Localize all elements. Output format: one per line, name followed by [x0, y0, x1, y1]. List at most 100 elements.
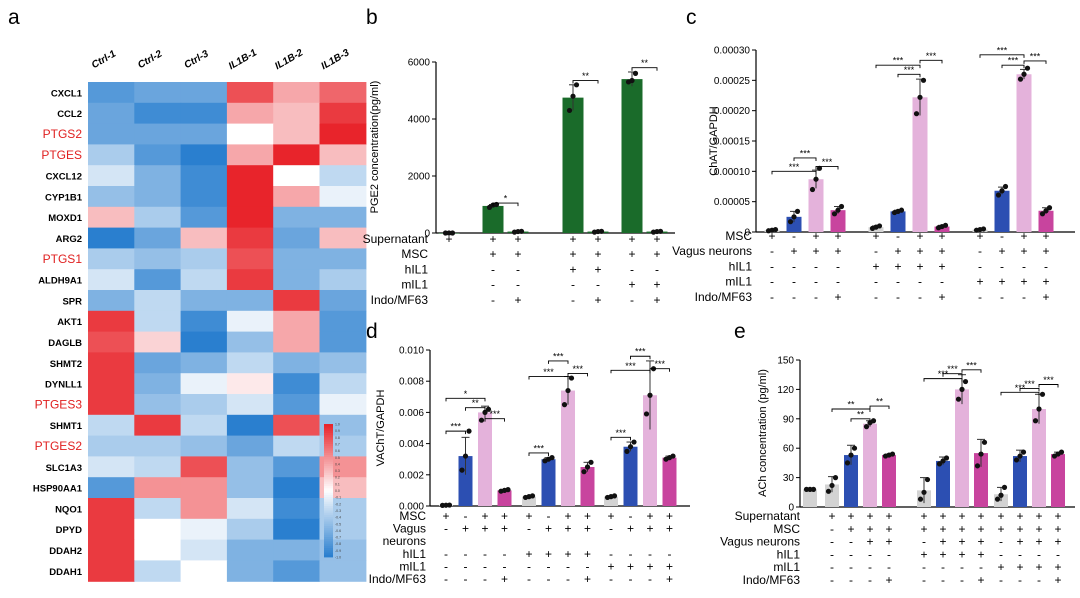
significance-bracket: [484, 418, 505, 422]
y-tick-label: 0.00030: [714, 46, 751, 57]
condition-sign: -: [849, 547, 853, 561]
condition-sign: +: [938, 244, 945, 258]
significance-label: ***: [635, 347, 646, 357]
data-point: [627, 444, 634, 450]
significance-label: ***: [926, 51, 937, 61]
condition-label: MSC: [401, 247, 428, 261]
ach-bar-chart: e 0 30 60 90 120 150 ACh concentration (pg/ml)…: [720, 320, 1075, 587]
data-point: [624, 448, 630, 454]
colorbar-segment: [324, 439, 333, 443]
condition-sign: -: [629, 509, 633, 523]
colorbar-tick-label: -0.7: [335, 536, 341, 540]
colorbar-segment: [324, 470, 333, 474]
bar: [1016, 74, 1032, 233]
condition-sign: +: [607, 509, 614, 523]
condition-sign: +: [977, 535, 984, 549]
colorbar-tick-label: -0.9: [335, 549, 341, 553]
heatmap-cell: [88, 435, 135, 457]
heatmap-cell: [319, 227, 367, 249]
heatmap-cell: [273, 373, 321, 395]
sample-label: Ctrl-3: [182, 48, 210, 71]
colorbar-segment: [324, 474, 333, 478]
condition-label: hIL1: [403, 547, 427, 561]
data-point: [482, 409, 488, 415]
condition-sign: +: [1054, 560, 1061, 574]
colorbar-segment: [324, 428, 333, 432]
y-tick-label: 0.006: [399, 408, 424, 419]
heatmap-cell: [134, 206, 182, 229]
data-point: [924, 476, 931, 483]
colorbar-segment: [324, 506, 333, 509]
y-tick-label: 6000: [408, 58, 431, 69]
heatmap-cell: [226, 82, 274, 104]
heatmap-cell: [180, 373, 228, 395]
significance-bracket: [961, 369, 982, 373]
condition-sign: +: [653, 247, 660, 261]
condition-sign: +: [812, 229, 819, 243]
heatmap-cell: [226, 394, 274, 416]
gene-label: PTGES: [41, 148, 82, 162]
heatmap-cell: [226, 435, 274, 457]
gene-label: SLC1A3: [46, 463, 82, 474]
significance-label: ***: [654, 359, 665, 369]
heatmap-cell: [180, 248, 228, 270]
condition-sign: -: [566, 572, 570, 586]
condition-sign: -: [874, 275, 878, 289]
data-point: [581, 469, 587, 475]
sample-label: IL1B-3: [319, 47, 351, 72]
bar: [844, 455, 858, 507]
colorbar-segment: [324, 501, 333, 505]
significance-label: ***: [1024, 379, 1035, 389]
condition-sign: +: [894, 244, 901, 258]
sample-label: IL1B-1: [227, 47, 259, 72]
condition-sign: -: [896, 229, 900, 243]
colorbar-segment: [324, 548, 333, 551]
vacht-bar-chart: d 0.000 0.002 0.004 0.006 0.008 0.010 VAChT/GA…: [366, 320, 690, 586]
gene-label: PTGS1: [43, 252, 83, 266]
significance-bracket: [875, 64, 921, 69]
condition-sign: -: [464, 572, 468, 586]
colorbar-segment: [324, 537, 333, 540]
heatmap-cell: [88, 82, 135, 104]
colorbar-segment: [324, 443, 333, 447]
bar: [955, 389, 969, 507]
colorbar-segment: [324, 472, 333, 476]
data-point: [816, 165, 823, 171]
significance-bracket: [445, 397, 486, 402]
data-point: [1046, 205, 1053, 211]
heatmap-cell: [319, 206, 367, 229]
condition-sign: +: [885, 509, 892, 523]
condition-sign: +: [977, 509, 984, 523]
colorbar-segment: [324, 554, 333, 558]
data-point: [917, 94, 923, 100]
heatmap-cell: [88, 352, 135, 374]
significance-bracket: [465, 407, 486, 411]
data-point: [1002, 183, 1009, 190]
data-point: [844, 460, 851, 466]
heatmap-cell: [134, 165, 182, 187]
condition-label: hIL1: [729, 259, 753, 273]
chat-bar-chart: c 0 0.00005 0.00010 0.00015 0.00020 0.00025 0.…: [672, 6, 1075, 304]
gene-label: HSP90AA1: [33, 484, 83, 495]
sample-label: Ctrl-2: [136, 48, 164, 71]
condition-sign: +: [501, 572, 508, 586]
significance-bracket: [631, 67, 658, 71]
condition-sign: -: [547, 572, 551, 586]
condition-sign: +: [584, 509, 591, 523]
condition-sign: -: [1044, 259, 1048, 273]
condition-sign: -: [464, 547, 468, 561]
heatmap-cell: [273, 186, 321, 208]
significance-bracket: [1019, 387, 1040, 392]
significance-label: ***: [1030, 51, 1041, 61]
condition-sign: -: [444, 572, 448, 586]
condition-sign: -: [830, 560, 834, 574]
condition-sign: -: [668, 547, 672, 561]
heatmap-cell: [226, 123, 274, 145]
colorbar-tick-label: 0.3: [335, 469, 340, 473]
heatmap-cell: [226, 290, 274, 312]
heatmap-cell: [226, 269, 274, 291]
condition-sign: +: [866, 535, 873, 549]
panel-letter-a: a: [8, 6, 20, 29]
heatmap-cell: [226, 518, 274, 541]
